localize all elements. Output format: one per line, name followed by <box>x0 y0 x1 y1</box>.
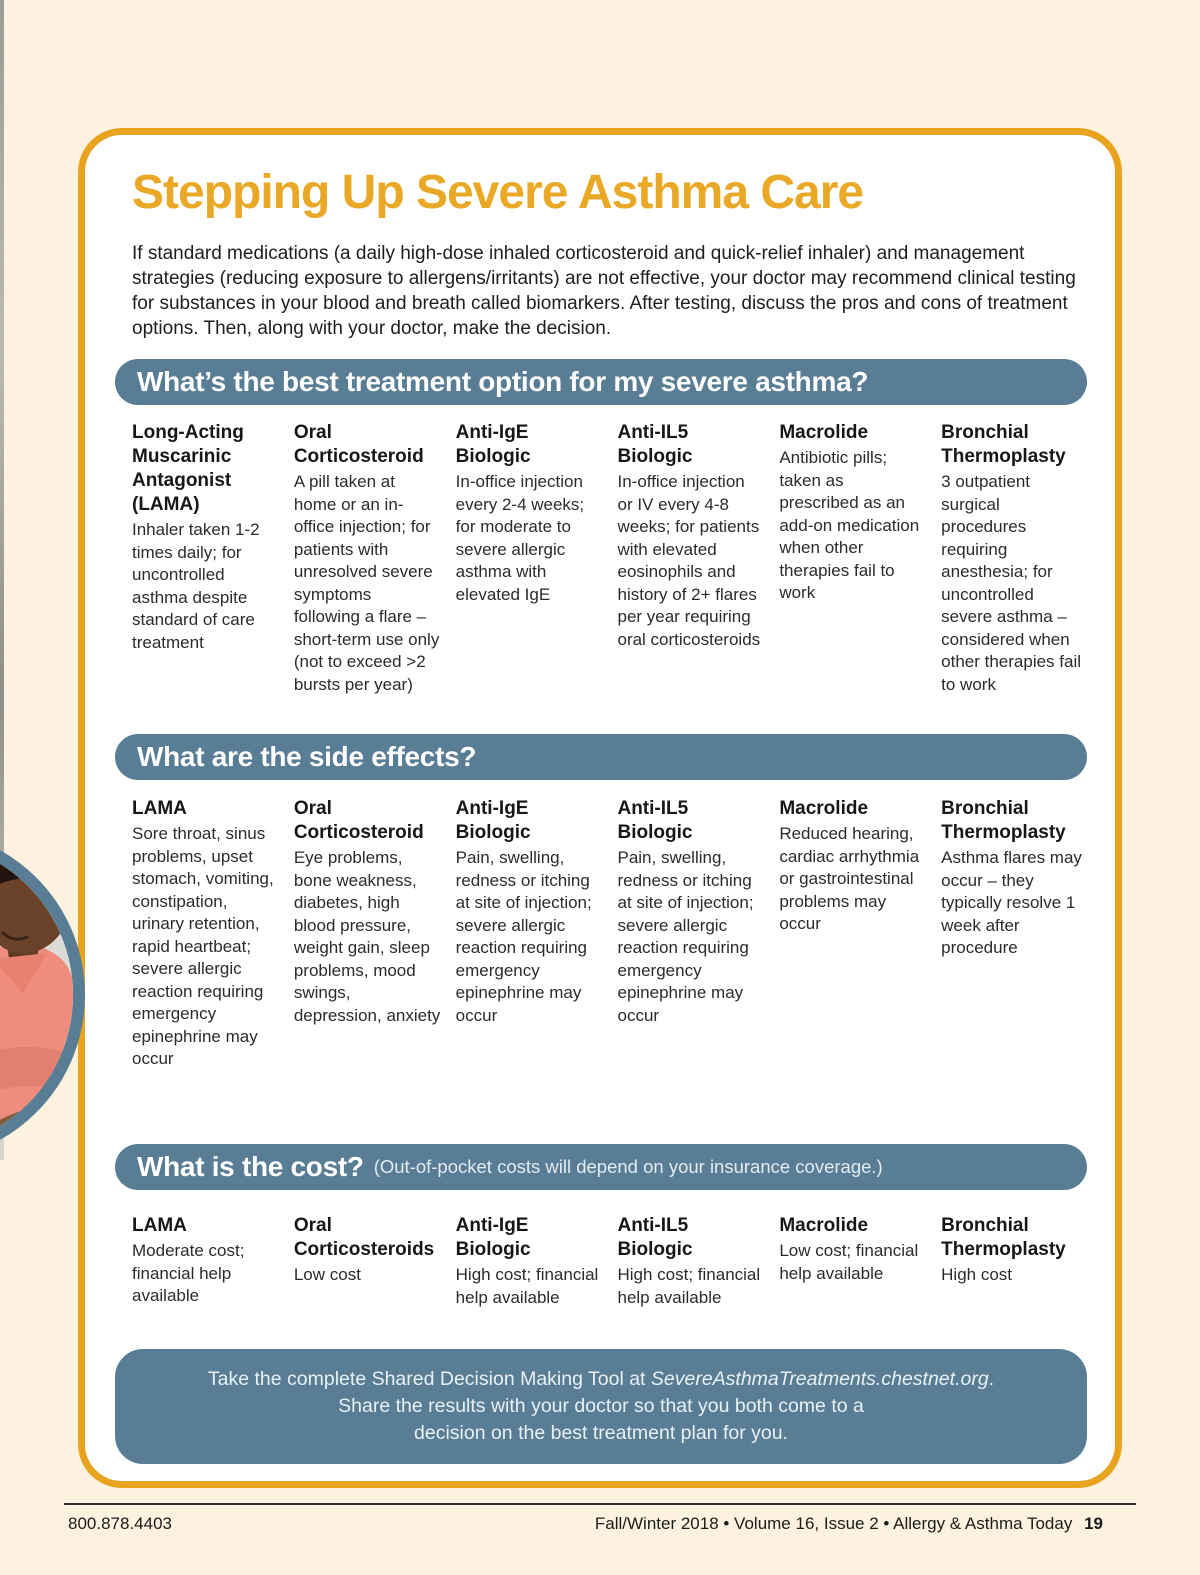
cta-line-3: decision on the best treatment plan for … <box>414 1422 788 1444</box>
column-body: Eye problems, bone weakness, diabetes, h… <box>293 848 441 1025</box>
woman-photo <box>0 829 85 1161</box>
column-body: Asthma flares may occur – they typically… <box>941 848 1082 957</box>
column-macrolide: Macrolide Antibiotic pills; taken as pre… <box>779 421 926 696</box>
footer-page-number: 19 <box>1084 1514 1103 1533</box>
column-oral-corticosteroid: Oral Corticosteroid Eye problems, bone w… <box>294 797 441 1071</box>
section-header-treatment: What’s the best treatment option for my … <box>115 359 1087 405</box>
footer-phone: 800.878.4403 <box>68 1514 172 1533</box>
column-heading: Long-Acting Muscarinic Antagonist (LAMA) <box>132 422 244 515</box>
column-bronchial-thermoplasty: Bronchial Thermoplasty High cost <box>941 1214 1088 1309</box>
cta-text: Take the complete Shared Decision Making… <box>207 1368 651 1390</box>
column-heading: Macrolide <box>779 422 869 443</box>
column-body: Reduced hearing, cardiac arrhythmia or g… <box>779 824 920 933</box>
column-anti-il5: Anti-IL5 Biologic Pain, swelling, rednes… <box>617 797 764 1071</box>
left-edge-photo-strip <box>0 0 4 1160</box>
treatment-columns: Long-Acting Muscarinic Antagonist (LAMA)… <box>132 421 1088 696</box>
column-macrolide: Macrolide Low cost; financial help avail… <box>779 1214 926 1309</box>
column-lama: Long-Acting Muscarinic Antagonist (LAMA)… <box>132 421 279 696</box>
column-body: Sore throat, sinus problems, upset stoma… <box>132 824 274 1068</box>
side-effects-columns: LAMA Sore throat, sinus problems, upset … <box>132 797 1088 1071</box>
column-heading: Oral Corticosteroids <box>293 1215 435 1260</box>
column-heading: Anti-IL5 Biologic <box>617 422 693 467</box>
column-anti-ige: Anti-IgE Biologic Pain, swelling, rednes… <box>456 797 603 1071</box>
cost-columns: LAMA Moderate cost; financial help avail… <box>132 1214 1088 1309</box>
cta-link-url: SevereAsthmaTreatments.chestnet.org <box>650 1368 989 1390</box>
section-header-side-effects: What are the side effects? <box>115 734 1087 780</box>
column-heading: Bronchial Thermoplasty <box>941 1215 1066 1260</box>
section-header-title: What’s the best treatment option for my … <box>137 366 869 397</box>
column-anti-ige: Anti-IgE Biologic High cost; financial h… <box>456 1214 603 1309</box>
column-body: High cost <box>941 1265 1013 1284</box>
column-body: High cost; financial help available <box>617 1265 761 1307</box>
column-body: Pain, swelling, redness or itching at si… <box>617 848 754 1025</box>
column-body: High cost; financial help available <box>455 1265 599 1307</box>
column-oral-corticosteroid: Oral Corticosteroid A pill taken at home… <box>294 421 441 696</box>
column-anti-ige: Anti-IgE Biologic In-office injection ev… <box>456 421 603 696</box>
column-heading: Anti-IgE Biologic <box>455 1215 531 1260</box>
column-heading: Anti-IL5 Biologic <box>617 798 693 843</box>
content-card: Stepping Up Severe Asthma Care If standa… <box>78 128 1122 1488</box>
footer-rule <box>64 1503 1136 1505</box>
column-anti-il5: Anti-IL5 Biologic In-office injection or… <box>617 421 764 696</box>
column-oral-corticosteroids: Oral Corticosteroids Low cost <box>294 1214 441 1309</box>
column-heading: LAMA <box>132 1215 187 1236</box>
column-body: Low cost; financial help available <box>779 1241 919 1283</box>
cta-banner: Take the complete Shared Decision Making… <box>115 1349 1087 1464</box>
column-heading: Macrolide <box>779 798 869 819</box>
section-header-title: What are the side effects? <box>137 741 477 772</box>
column-heading: Bronchial Thermoplasty <box>941 422 1066 467</box>
column-heading: Bronchial Thermoplasty <box>941 798 1066 843</box>
column-macrolide: Macrolide Reduced hearing, cardiac arrhy… <box>779 797 926 1071</box>
column-heading: LAMA <box>132 798 187 819</box>
column-bronchial-thermoplasty: Bronchial Thermoplasty Asthma flares may… <box>941 797 1088 1071</box>
woman-photo-illustration <box>0 841 73 1149</box>
cta-text: . <box>988 1368 995 1390</box>
section-header-cost: What is the cost? (Out-of-pocket costs w… <box>115 1144 1087 1190</box>
column-heading: Oral Corticosteroid <box>293 798 424 843</box>
section-header-title: What is the cost? <box>137 1151 364 1182</box>
column-body: Moderate cost; financial help available <box>132 1241 245 1305</box>
column-heading: Anti-IgE Biologic <box>455 798 531 843</box>
column-body: Antibiotic pills; taken as prescribed as… <box>779 448 920 602</box>
cta-line-2: Share the results with your doctor so th… <box>338 1395 864 1417</box>
column-lama: LAMA Sore throat, sinus problems, upset … <box>132 797 279 1071</box>
page-title: Stepping Up Severe Asthma Care <box>132 166 864 219</box>
column-body: In-office injection every 2-4 weeks; for… <box>455 472 585 604</box>
column-body: Pain, swelling, redness or itching at si… <box>455 848 592 1025</box>
cta-line-1: Take the complete Shared Decision Making… <box>145 1366 1057 1393</box>
column-lama: LAMA Moderate cost; financial help avail… <box>132 1214 279 1309</box>
column-heading: Anti-IgE Biologic <box>455 422 531 467</box>
intro-paragraph: If standard medications (a daily high-do… <box>132 243 1076 339</box>
column-body: Inhaler taken 1-2 times daily; for uncon… <box>132 520 260 652</box>
column-heading: Oral Corticosteroid <box>293 422 424 467</box>
column-body: A pill taken at home or an in-office inj… <box>293 472 440 694</box>
column-heading: Anti-IL5 Biologic <box>617 1215 693 1260</box>
column-body: In-office injection or IV every 4-8 week… <box>617 472 761 649</box>
footer-issue-text: Fall/Winter 2018 • Volume 16, Issue 2 • … <box>594 1514 1073 1533</box>
column-body: 3 outpatient surgical procedures requiri… <box>941 472 1082 694</box>
column-heading: Macrolide <box>779 1215 869 1236</box>
column-anti-il5: Anti-IL5 Biologic High cost; financial h… <box>617 1214 764 1309</box>
section-header-note: (Out-of-pocket costs will depend on your… <box>373 1156 883 1177</box>
footer-issue-info: Fall/Winter 2018 • Volume 16, Issue 2 • … <box>595 1514 1103 1534</box>
column-body: Low cost <box>293 1265 361 1284</box>
column-bronchial-thermoplasty: Bronchial Thermoplasty 3 outpatient surg… <box>941 421 1088 696</box>
